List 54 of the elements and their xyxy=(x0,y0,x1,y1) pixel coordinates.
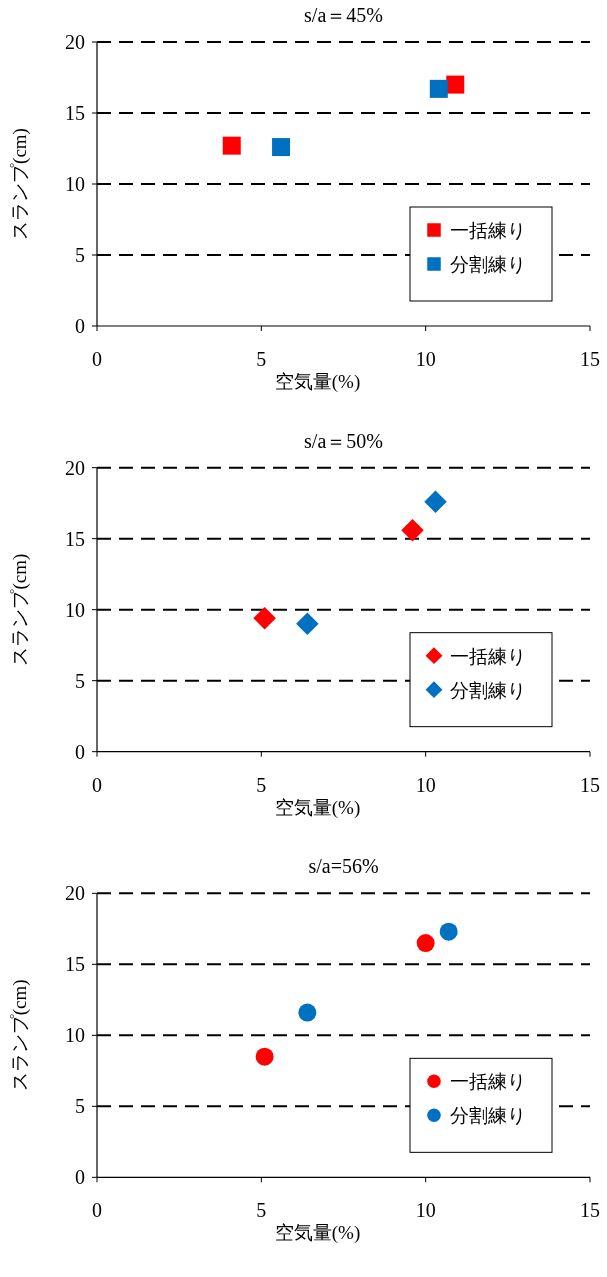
point xyxy=(424,490,447,513)
point xyxy=(296,612,319,636)
x-tick-label: 15 xyxy=(580,1199,600,1222)
point xyxy=(272,138,291,157)
legend-label: 一括練り xyxy=(450,220,526,241)
x-tick-label: 10 xyxy=(415,348,436,370)
y-tick-label: 0 xyxy=(75,740,85,763)
x-tick-label: 5 xyxy=(256,1199,267,1222)
x-tick-label: 10 xyxy=(415,773,436,796)
point xyxy=(401,518,424,542)
legend-label: 分割練り xyxy=(450,679,526,701)
legend-label: 一括練り xyxy=(450,1071,526,1093)
point xyxy=(439,922,458,941)
x-tick-label: 0 xyxy=(92,348,102,370)
x-tick-label: 0 xyxy=(92,773,102,796)
point xyxy=(255,1047,274,1066)
chart-title: s/a＝45% xyxy=(304,4,383,26)
y-tick-label: 15 xyxy=(65,102,85,124)
y-tick-label: 5 xyxy=(75,244,85,266)
chart-title: s/a＝50% xyxy=(304,429,383,452)
legend-label: 一括練り xyxy=(450,645,526,667)
point xyxy=(298,1003,317,1022)
x-tick-label: 15 xyxy=(580,773,600,796)
y-tick-label: 15 xyxy=(65,953,85,976)
x-axis-title: 空気量(%) xyxy=(274,796,361,819)
y-tick-label: 20 xyxy=(65,882,85,905)
y-axis-title: スランプ(cm) xyxy=(9,979,31,1092)
y-tick-label: 10 xyxy=(65,598,85,621)
y-tick-label: 10 xyxy=(65,173,85,195)
chart-title: s/a=56% xyxy=(308,855,379,878)
y-tick-label: 20 xyxy=(65,456,85,479)
y-tick-label: 5 xyxy=(75,669,85,692)
y-tick-label: 0 xyxy=(75,1166,85,1189)
y-axis-title: スランプ(cm) xyxy=(9,128,31,240)
point xyxy=(429,79,448,98)
x-axis-title: 空気量(%) xyxy=(274,1222,361,1245)
point xyxy=(222,136,241,155)
legend-label: 分割練り xyxy=(450,254,526,275)
point xyxy=(253,606,276,630)
x-tick-label: 15 xyxy=(580,348,600,370)
y-axis-title: スランプ(cm) xyxy=(9,553,31,666)
y-tick-label: 15 xyxy=(65,527,85,550)
y-tick-label: 5 xyxy=(75,1095,85,1118)
y-tick-label: 20 xyxy=(65,31,85,53)
y-tick-label: 0 xyxy=(75,315,85,337)
point xyxy=(446,75,465,94)
x-axis-title: 空気量(%) xyxy=(274,371,361,393)
x-tick-label: 0 xyxy=(92,1199,102,1222)
x-tick-label: 5 xyxy=(256,773,267,796)
x-tick-label: 5 xyxy=(256,348,267,370)
point xyxy=(416,934,435,953)
y-tick-label: 10 xyxy=(65,1024,85,1047)
x-tick-label: 10 xyxy=(415,1199,436,1222)
legend-label: 分割練り xyxy=(450,1105,526,1127)
